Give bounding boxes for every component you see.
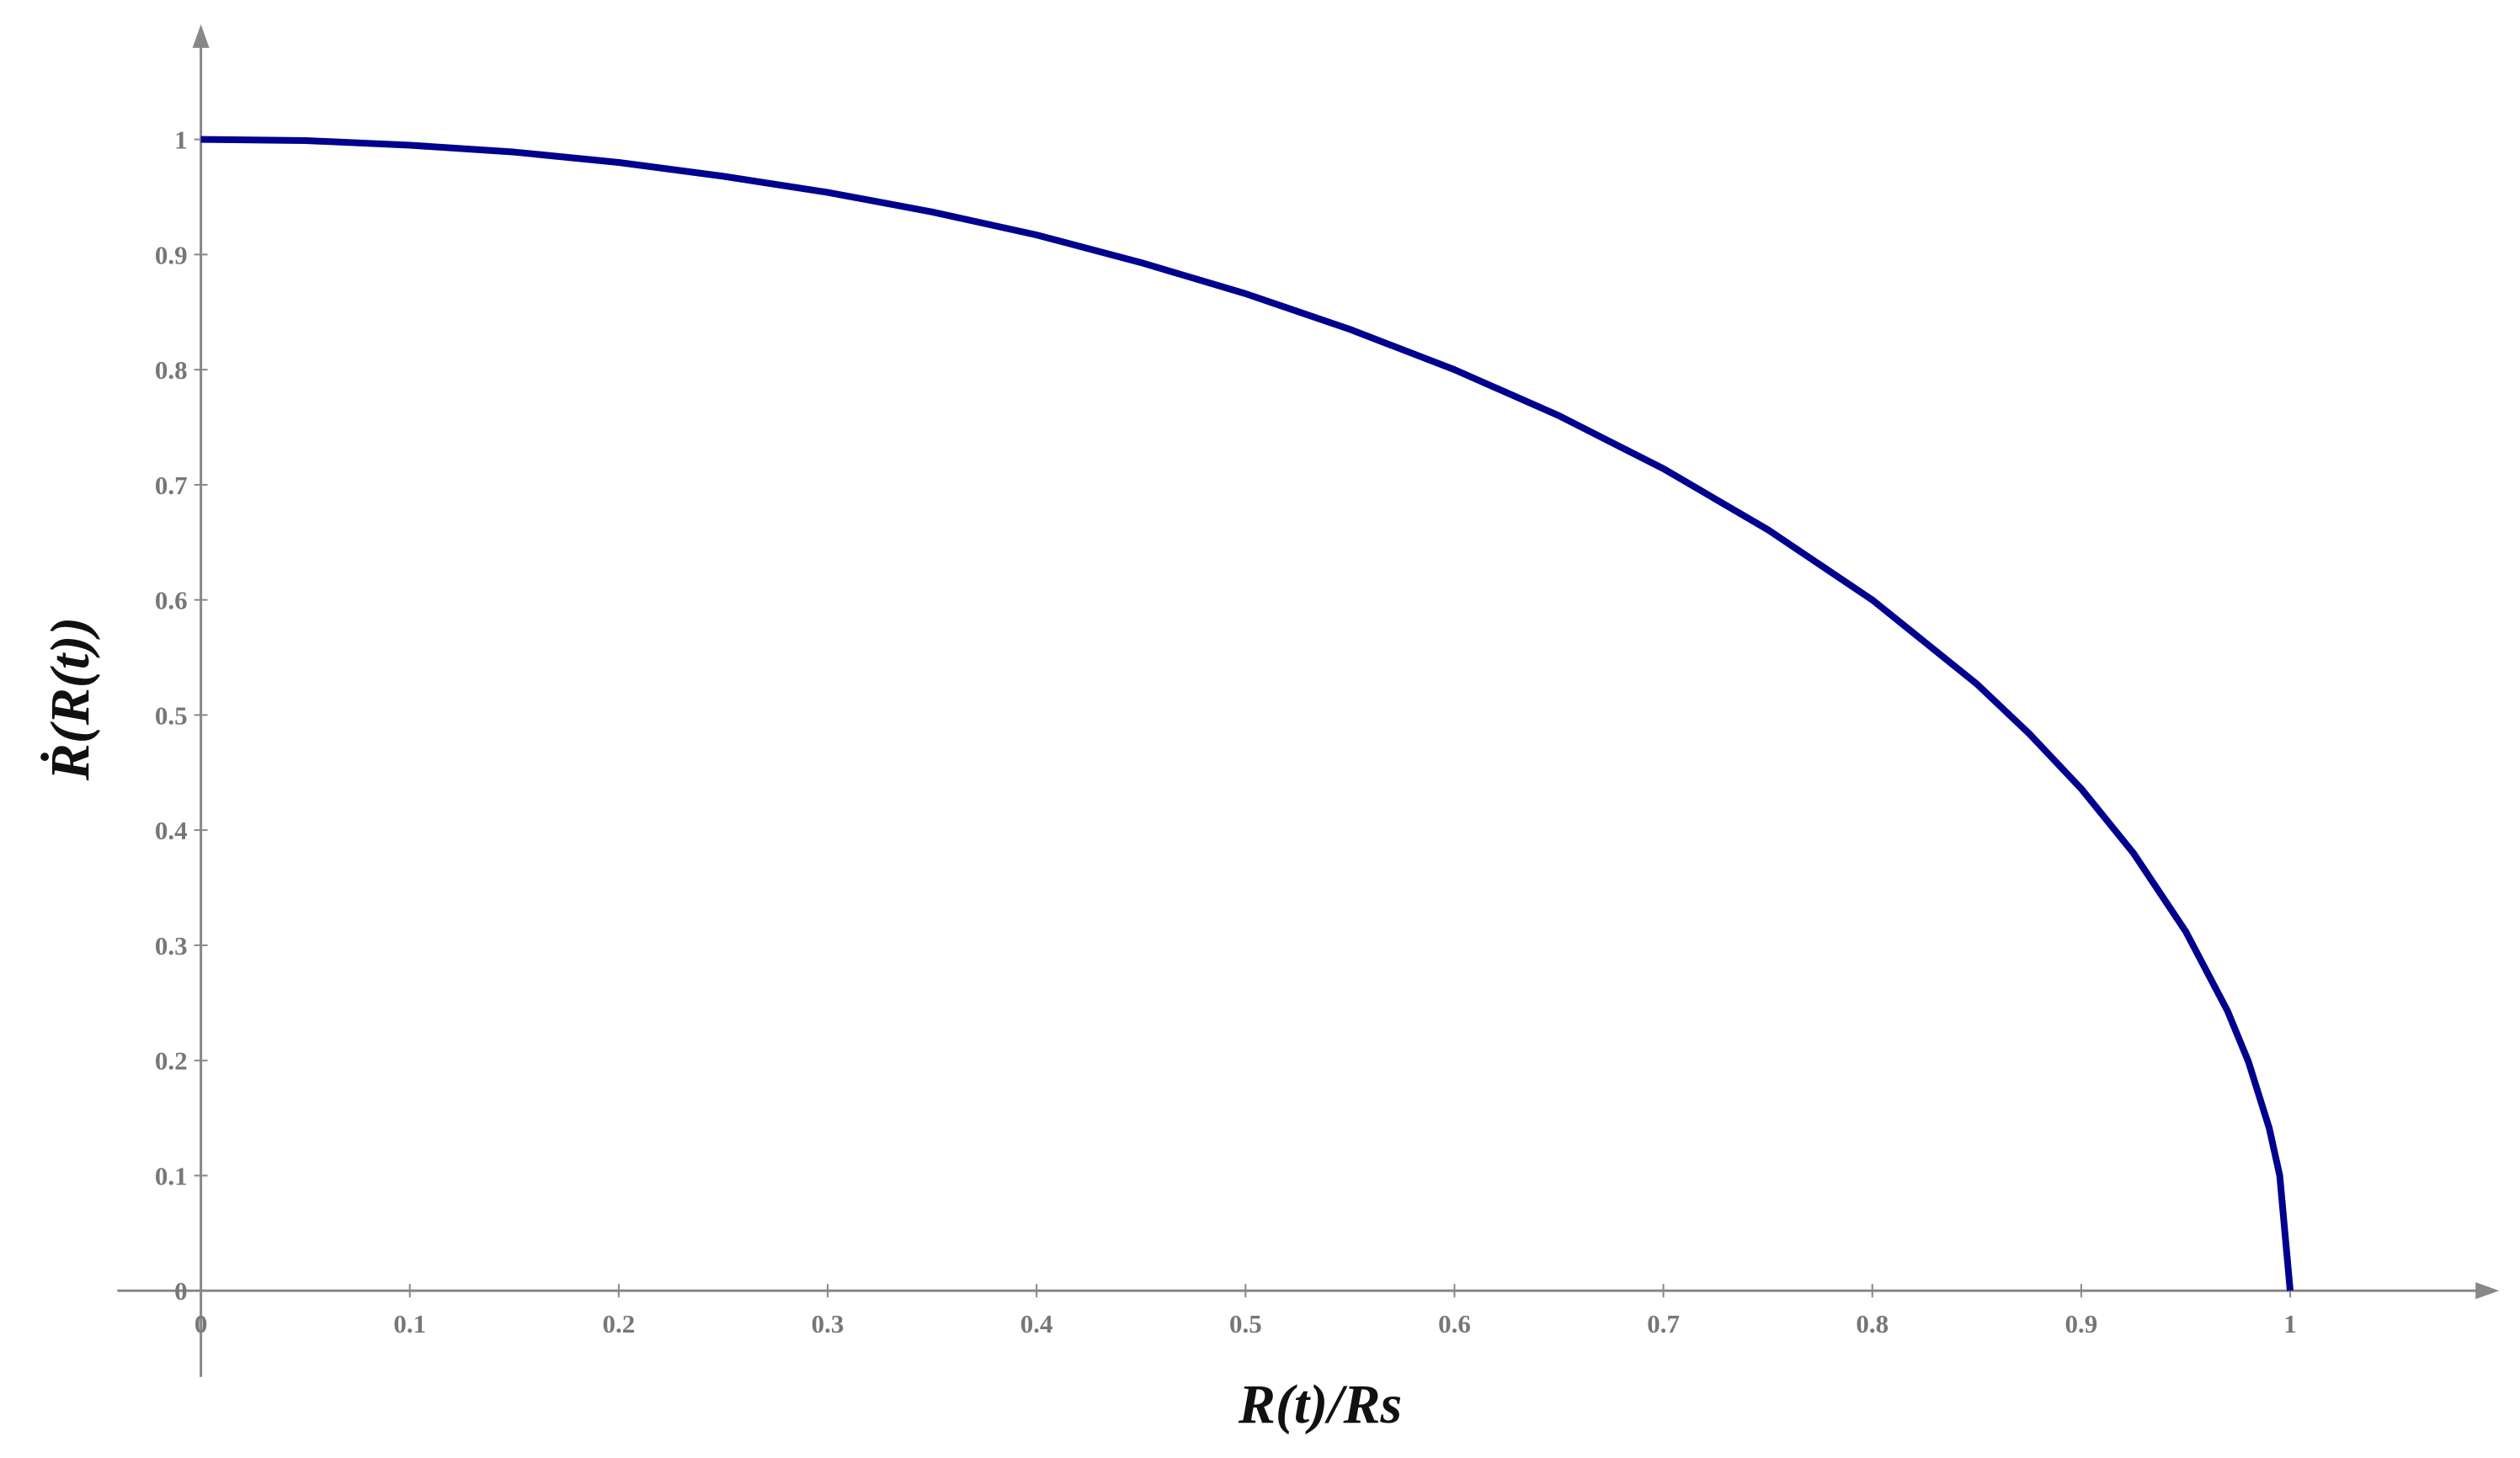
y-tick-label: 0.5 [155,700,188,730]
y-tick-label: 0.4 [155,816,188,845]
y-tick-label: 0.8 [155,355,188,385]
x-tick-label: 0.8 [1856,1309,1889,1338]
x-tick-label: 0.1 [393,1309,426,1338]
y-tick-label: 0.9 [155,240,188,269]
y-tick-label: 1 [174,125,188,155]
x-tick-label: 1 [2283,1309,2297,1338]
x-axis-title: R(t)/Rs [1238,1374,1402,1435]
y-tick-label: 0.2 [155,1046,188,1076]
x-tick-label: 0.4 [1020,1309,1053,1338]
y-tick-label: 0.3 [155,931,188,960]
x-tick-label: 0.3 [812,1309,844,1338]
x-axis-arrow [2475,1282,2500,1300]
y-axis-arrow [192,24,210,48]
x-tick-label: 0.7 [1647,1309,1680,1338]
y-tick-label: 0.1 [155,1161,188,1190]
x-tick-label: 0.5 [1229,1309,1262,1338]
x-tick-label: 0.9 [2065,1309,2098,1338]
x-tick-label: 0.2 [603,1309,636,1338]
x-tick-label: 0 [194,1309,208,1338]
y-axis-title: Ṙ(R(t)) [40,617,101,781]
data-line [200,136,2294,1291]
y-tick-label: 0.7 [155,471,188,500]
y-tick-label: 0.6 [155,586,188,615]
x-tick-label: 0.6 [1438,1309,1471,1338]
y-tick-label: 0 [174,1276,188,1306]
